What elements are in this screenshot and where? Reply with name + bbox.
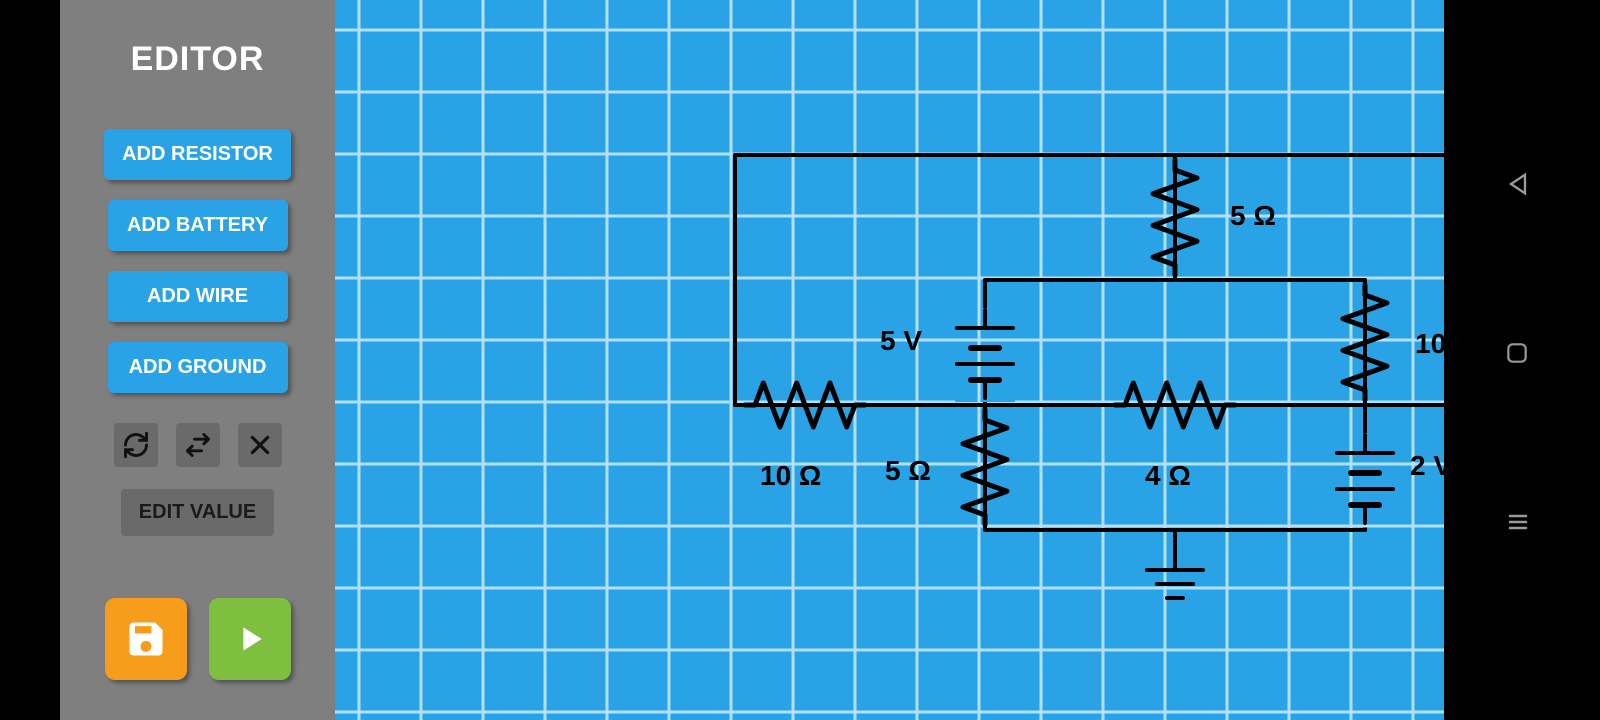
component-label: 10 Ω: [760, 460, 821, 492]
save-button[interactable]: [105, 598, 187, 680]
delete-button[interactable]: [238, 423, 282, 467]
tool-icon-row: [114, 423, 282, 467]
sidebar-title: EDITOR: [131, 40, 265, 79]
app-frame: EDITOR ADD RESISTOR ADD BATTERY ADD WIRE…: [60, 0, 1444, 720]
component-label: 5 Ω: [1230, 200, 1276, 232]
edit-value-button[interactable]: EDIT VALUE: [121, 489, 274, 536]
component-label: 5 V: [880, 325, 922, 357]
android-recents-icon[interactable]: [1506, 510, 1530, 539]
android-back-icon[interactable]: [1504, 170, 1532, 203]
component-label: 10 Ω: [1415, 328, 1444, 360]
letterbox-right: [1444, 0, 1600, 720]
close-icon: [247, 432, 273, 458]
play-icon: [230, 619, 270, 659]
refresh-icon: [122, 431, 150, 459]
component-label: 2 V: [1410, 450, 1444, 482]
component-label: 5 Ω: [885, 455, 931, 487]
save-icon: [124, 617, 168, 661]
circuit-canvas[interactable]: 5 Ω10 Ω5 Ω10 Ω4 Ω2 Ω5 V2 V: [335, 0, 1444, 720]
add-battery-button[interactable]: ADD BATTERY: [108, 200, 288, 251]
swap-button[interactable]: [176, 423, 220, 467]
refresh-button[interactable]: [114, 423, 158, 467]
android-home-icon[interactable]: [1504, 340, 1530, 371]
play-button[interactable]: [209, 598, 291, 680]
letterbox-left: [0, 0, 60, 720]
add-wire-button[interactable]: ADD WIRE: [108, 271, 288, 322]
swap-icon: [184, 431, 212, 459]
editor-sidebar: EDITOR ADD RESISTOR ADD BATTERY ADD WIRE…: [60, 0, 335, 720]
component-label: 4 Ω: [1145, 460, 1191, 492]
bottom-action-row: [105, 598, 291, 680]
add-ground-button[interactable]: ADD GROUND: [108, 342, 288, 393]
add-resistor-button[interactable]: ADD RESISTOR: [104, 129, 291, 180]
